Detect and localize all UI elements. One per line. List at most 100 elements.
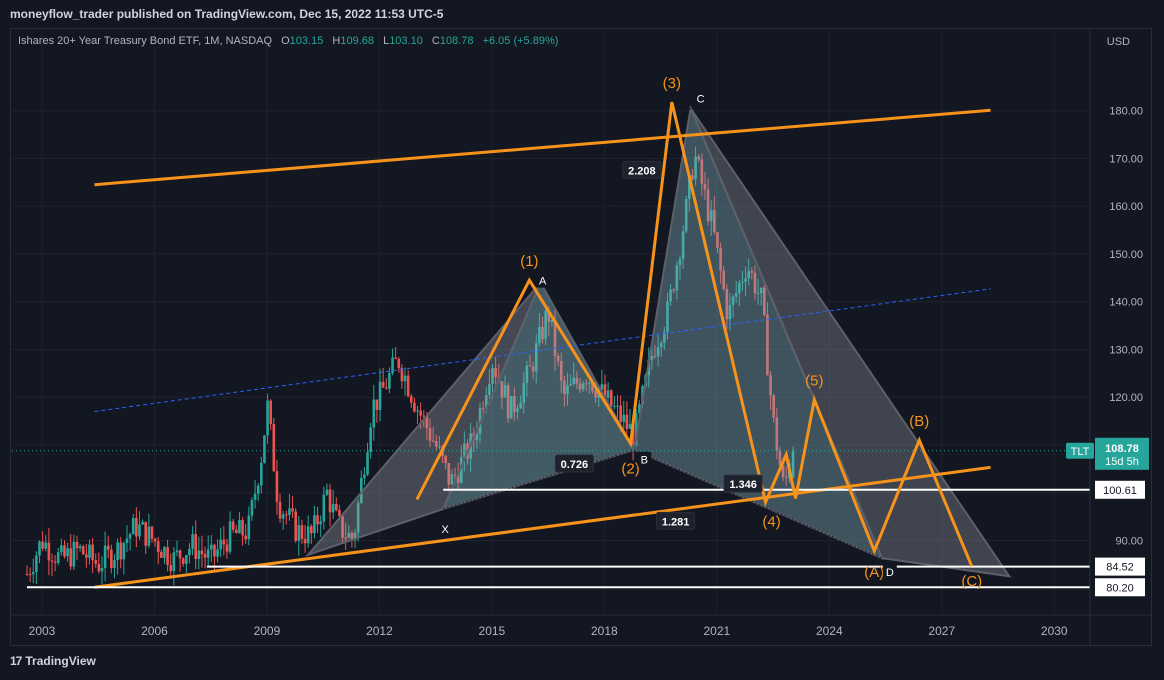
candle-body [169,565,173,572]
candle-body [672,289,676,291]
candle-body [628,423,632,429]
candle-body [269,400,272,424]
candle-body [97,563,101,572]
candle-body [225,544,229,552]
candle-body [310,526,313,534]
candle-body [591,382,594,392]
candle-body [453,474,457,476]
candle-body [78,546,82,549]
level-price-tag [1095,578,1145,597]
candle-body [772,395,775,418]
candle-body [656,347,660,357]
candle-body [559,361,563,381]
candle-body [666,301,669,332]
level-price-tag-label: 100.61 [1103,485,1137,497]
harmonic-pattern[interactable] [305,104,1012,578]
candle-body [381,381,385,388]
elliott-wave[interactable] [415,101,974,567]
candle-body [272,423,276,472]
candle-body [456,474,460,483]
candle-body [241,519,244,536]
elliott-wave-path[interactable] [415,101,974,567]
candle-body [422,415,426,417]
candle-body [606,390,610,398]
candle-body [222,539,226,545]
candle-body [281,514,285,519]
candle-body [153,538,157,542]
candle-body [450,474,454,485]
candle-body [359,477,363,503]
candle-body [528,365,532,367]
horizontal-levels[interactable] [12,450,1090,589]
candle-body [256,485,260,494]
candle-body [775,417,779,451]
candle-body [516,408,519,412]
candle-body [375,399,379,410]
candle-body [616,405,619,407]
candle-body [744,278,747,282]
level-price-tag-label: 80.20 [1106,582,1134,594]
channel-upper-line[interactable] [94,108,991,187]
ratio-label: 1.346 [729,479,757,491]
candle-body [678,258,682,266]
candle-body [753,272,757,294]
candle-body [81,546,85,555]
harmonic-xbd-dotted [443,449,882,559]
candle-body [144,521,148,546]
change-value: +6.05 (+5.89%) [482,35,559,47]
candle-body [413,402,416,412]
dashed-midline[interactable] [94,288,991,413]
candle-body [416,410,419,412]
candle-body [291,508,294,512]
candle-body [60,545,63,553]
harmonic-point-label: A [539,276,547,288]
candle-body [72,541,76,567]
candle-body [175,550,179,553]
candle-body [638,404,641,413]
close-value: 108.78 [439,35,474,47]
ratio-bg [622,160,662,179]
x-tick-label: 2003 [29,624,56,638]
candle-body [206,549,210,558]
candle-body [341,516,344,538]
ratio-bg [554,454,594,473]
candle-body [366,452,369,475]
wave-label: (A) [864,564,884,581]
candle-body [378,381,382,410]
high-label: H [332,35,341,47]
y-tick-label: 120.00 [1109,392,1143,404]
tradingview-footer[interactable]: 17 TradingView [10,654,96,668]
candle-body [210,544,213,550]
candle-body [778,450,782,466]
candle-body [769,375,772,396]
candle-body [106,545,110,550]
wave-label: (1) [520,253,538,270]
candle-body [594,391,597,398]
candle-body [725,288,729,320]
candle-body [766,314,769,376]
ratio-bg [656,511,696,530]
tradingview-brand: TradingView [25,654,96,668]
candle-body [160,552,163,558]
candle-body [44,542,48,549]
candle-body [609,390,613,407]
candle-body [75,541,79,549]
last-price-tag [1095,437,1149,470]
candle-body [763,287,766,315]
candle-body [741,281,744,283]
candle-body [553,319,557,356]
candle-body [147,526,151,546]
candle-body [56,552,60,563]
candle-body [400,367,404,382]
wave-label: (5) [805,373,823,390]
candle-body [131,517,135,535]
candle-body [444,455,447,464]
candle-body [338,510,341,517]
y-tick-label: 150.00 [1109,249,1143,261]
symbol-tag [1066,442,1094,459]
candle-body [278,501,282,519]
candle-body [575,377,579,384]
candle-body [185,555,188,564]
candle-body [544,311,547,340]
